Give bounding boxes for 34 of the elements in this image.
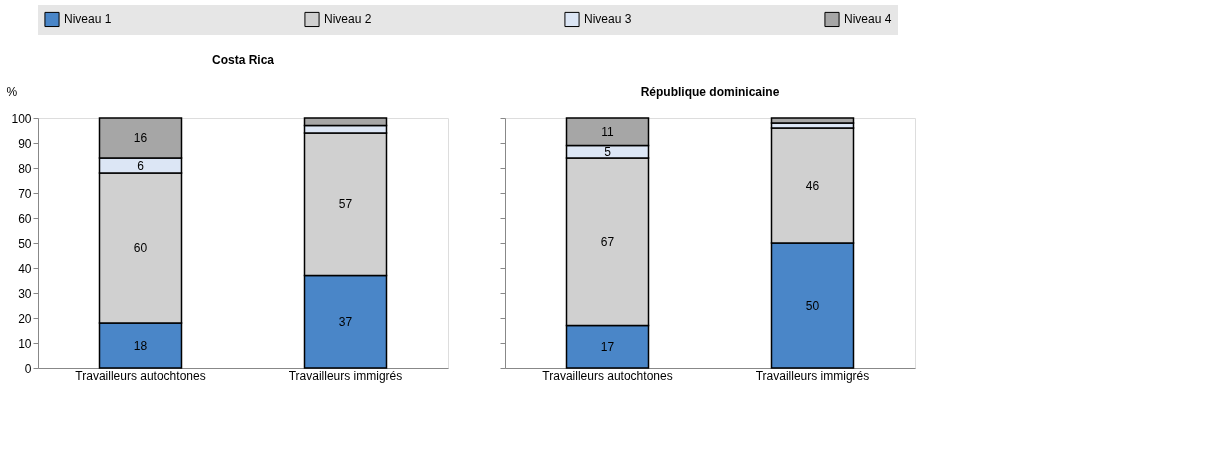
legend-label: Niveau 2	[324, 12, 372, 27]
y-tick-label: 90	[18, 136, 32, 151]
data-label: 11	[601, 124, 615, 139]
data-label: 17	[600, 339, 615, 354]
data-label: 46	[805, 178, 820, 193]
y-tick-label: 80	[18, 161, 32, 176]
x-tick-label: Travailleurs immigrés	[755, 368, 870, 383]
data-label: 50	[805, 298, 820, 313]
x-tick-label: Travailleurs autochtones	[542, 368, 673, 383]
data-label: 18	[133, 338, 148, 353]
chart-title: République dominicaine	[640, 85, 780, 100]
x-tick-label: Travailleurs autochtones	[75, 368, 206, 383]
y-tick-label: 40	[18, 261, 32, 276]
data-label: 60	[133, 241, 148, 255]
data-label: 16	[133, 131, 148, 145]
legend-label: Niveau 4	[844, 12, 892, 27]
y-axis-title: %	[6, 84, 18, 99]
chart-title: Costa Rica	[211, 53, 275, 67]
data-label: 5	[604, 144, 612, 159]
data-label: 67	[600, 234, 615, 249]
legend-label: Niveau 1	[64, 12, 112, 27]
data-label: 6	[137, 158, 145, 173]
y-tick-label: 60	[18, 211, 32, 226]
y-tick-label: 0	[24, 361, 32, 376]
x-tick-label: Travailleurs immigrés	[288, 368, 403, 383]
data-label: 57	[338, 197, 353, 212]
y-tick-label: 100	[11, 111, 32, 126]
y-tick-label: 10	[18, 336, 32, 351]
y-tick-label: 70	[18, 186, 32, 201]
data-label: 37	[338, 314, 353, 329]
y-tick-label: 50	[18, 236, 32, 251]
y-tick-label: 20	[18, 311, 32, 326]
y-tick-label: 30	[18, 286, 32, 301]
legend-label: Niveau 3	[584, 12, 632, 27]
